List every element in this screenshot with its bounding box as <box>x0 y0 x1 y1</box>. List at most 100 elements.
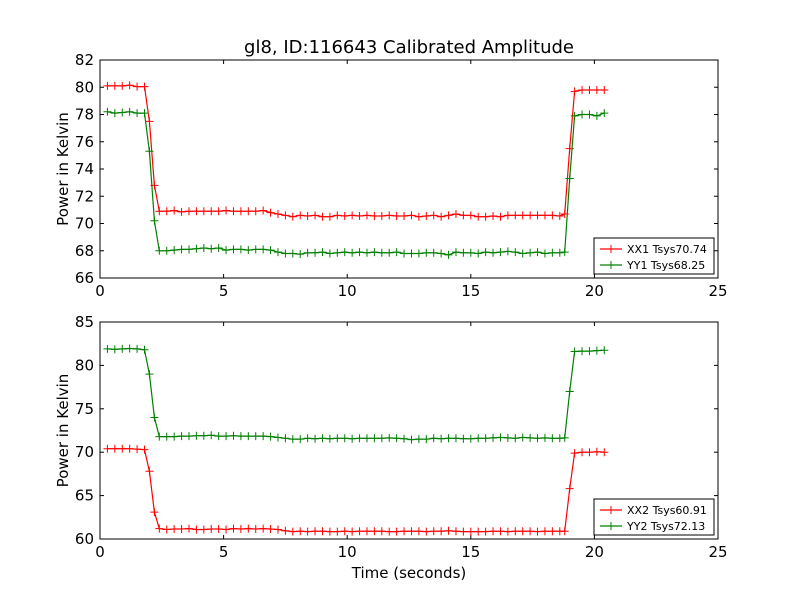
data-point <box>288 527 297 536</box>
series-yy1 <box>103 107 609 259</box>
data-point <box>585 448 594 457</box>
data-point <box>437 527 446 536</box>
data-point <box>355 212 364 221</box>
data-point <box>511 211 520 220</box>
data-point <box>392 434 401 443</box>
data-point <box>303 248 312 257</box>
data-point <box>259 524 268 533</box>
data-point <box>511 527 520 536</box>
legend-label: XX1 Tsys70.74 <box>627 243 707 256</box>
x-tick-label: 10 <box>338 543 357 561</box>
data-point <box>414 249 423 258</box>
data-point <box>318 212 327 221</box>
data-point <box>355 248 364 257</box>
data-point <box>103 444 112 453</box>
data-point <box>140 445 149 454</box>
x-tick-label: 0 <box>95 282 105 300</box>
data-point <box>244 246 253 255</box>
data-point <box>392 248 401 257</box>
y-tick-label: 80 <box>75 78 94 96</box>
data-point <box>155 207 164 216</box>
data-point <box>592 85 601 94</box>
data-point <box>273 433 282 442</box>
x-tick-label: 15 <box>461 282 480 300</box>
data-point <box>150 413 159 422</box>
data-point <box>244 524 253 533</box>
data-point <box>125 81 134 90</box>
data-point <box>125 444 134 453</box>
data-point <box>422 212 431 221</box>
data-point <box>236 432 245 441</box>
data-point <box>311 434 320 443</box>
series-line <box>107 448 605 533</box>
y-axis-label: Power in Kelvin <box>54 374 72 488</box>
y-tick-label: 74 <box>75 160 94 178</box>
data-point <box>578 448 587 457</box>
data-point <box>451 248 460 257</box>
data-point <box>518 433 527 442</box>
data-point <box>170 206 179 215</box>
data-point <box>281 526 290 535</box>
data-point <box>600 448 609 457</box>
data-point <box>533 527 542 536</box>
y-tick-label: 72 <box>75 187 94 205</box>
data-point <box>526 527 535 536</box>
data-point <box>150 216 159 225</box>
data-point <box>570 111 579 120</box>
data-point <box>489 433 498 442</box>
data-point <box>170 246 179 255</box>
data-point <box>222 525 231 534</box>
data-point <box>585 110 594 119</box>
data-point <box>296 435 305 444</box>
data-point <box>318 248 327 257</box>
data-point <box>437 212 446 221</box>
data-point <box>145 370 154 379</box>
data-point <box>177 525 186 534</box>
data-point <box>162 432 171 441</box>
data-point <box>592 111 601 120</box>
legend: XX1 Tsys70.74 YY1 Tsys68.25 <box>593 237 715 275</box>
data-point <box>548 248 557 257</box>
data-point <box>414 212 423 221</box>
data-point <box>125 107 134 116</box>
data-point <box>340 248 349 257</box>
legend: XX2 Tsys60.91 YY2 Tsys72.13 <box>593 498 715 536</box>
data-point <box>236 525 245 534</box>
data-point <box>118 344 127 353</box>
data-point <box>229 524 238 533</box>
series-line <box>107 347 605 441</box>
plot-frame <box>99 321 719 540</box>
legend-label: YY1 Tsys68.25 <box>626 259 705 272</box>
data-point <box>385 433 394 442</box>
series-xx2 <box>103 444 609 536</box>
data-point <box>518 527 527 536</box>
data-point <box>348 248 357 257</box>
data-point <box>400 249 409 258</box>
series-yy2 <box>103 344 609 444</box>
data-point <box>385 211 394 220</box>
data-point <box>474 212 483 221</box>
data-point <box>481 434 490 443</box>
data-point <box>407 211 416 220</box>
data-point <box>362 434 371 443</box>
data-point <box>110 345 119 354</box>
data-point <box>251 432 260 441</box>
data-point <box>503 433 512 442</box>
data-point <box>407 435 416 444</box>
data-point <box>385 248 394 257</box>
x-tick-label: 25 <box>708 282 727 300</box>
data-point <box>229 207 238 216</box>
data-point <box>325 434 334 443</box>
data-point <box>392 527 401 536</box>
data-point <box>150 508 159 517</box>
y-tick-label: 66 <box>75 269 94 287</box>
data-point <box>481 212 490 221</box>
data-point <box>466 248 475 257</box>
data-point <box>451 209 460 218</box>
data-point <box>540 211 549 220</box>
data-point <box>585 347 594 356</box>
data-point <box>199 525 208 534</box>
data-point <box>303 527 312 536</box>
data-point <box>192 207 201 216</box>
